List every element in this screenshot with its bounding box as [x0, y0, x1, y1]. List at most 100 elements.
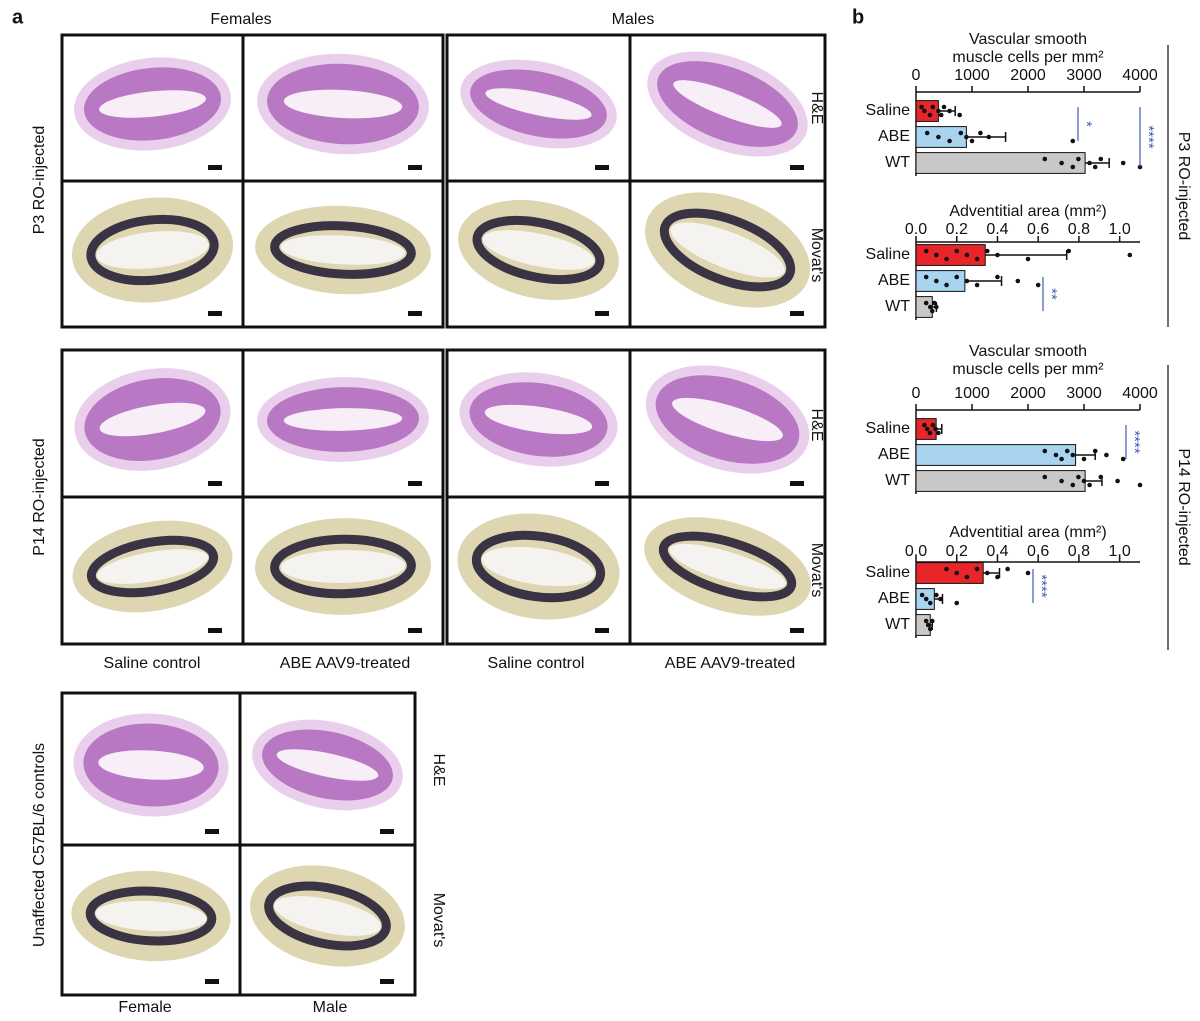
x-tick-label: 0	[912, 67, 921, 84]
data-point	[1098, 474, 1104, 480]
x-tick-label: 1000	[954, 67, 990, 84]
significance-label: **	[1043, 288, 1060, 300]
histology-image	[257, 377, 429, 462]
data-point	[954, 600, 960, 606]
tissue	[270, 534, 416, 599]
x-tick-label: 0.0	[905, 543, 927, 560]
data-point	[1070, 164, 1076, 170]
data-point	[944, 256, 949, 262]
data-point	[958, 130, 964, 136]
data-point	[1081, 478, 1087, 484]
x-tick-label: 1.0	[1109, 543, 1131, 560]
tissue	[270, 221, 416, 279]
data-point	[944, 566, 949, 572]
lumen	[274, 896, 381, 936]
histology-image	[72, 520, 233, 613]
data-point	[1059, 456, 1064, 462]
data-point	[1025, 256, 1031, 262]
bar	[915, 270, 966, 292]
data-point	[1042, 448, 1048, 454]
scale-bar	[208, 311, 222, 316]
stain-label: H&E	[808, 92, 825, 125]
column-label: Male	[313, 999, 348, 1016]
condition-label: Saline control	[488, 655, 585, 672]
data-point	[947, 138, 952, 144]
significance-label: *	[1078, 121, 1095, 127]
lumen	[95, 900, 207, 932]
axis-title: Vascular smooth	[969, 31, 1087, 48]
histology-image	[459, 372, 618, 467]
category-label: Saline	[866, 246, 911, 263]
histology-image	[250, 865, 405, 967]
lumen	[283, 408, 403, 431]
histology-image	[74, 57, 231, 151]
condition-label: ABE AAV9-treated	[665, 655, 795, 672]
tissue	[472, 215, 605, 285]
scale-bar	[380, 829, 394, 834]
data-point	[1120, 160, 1126, 166]
lumen	[276, 749, 379, 781]
bar	[915, 126, 967, 148]
histology-image	[71, 870, 231, 962]
scale-bar	[790, 481, 804, 486]
axis-title: Adventitial area (mm²)	[949, 203, 1106, 220]
scale-bar	[790, 628, 804, 633]
data-point	[1059, 478, 1064, 484]
data-point	[930, 422, 936, 428]
data-point	[927, 626, 933, 632]
scale-bar	[205, 979, 219, 984]
data-point	[964, 134, 969, 140]
stain-label: Movat's	[808, 228, 825, 283]
data-point	[1070, 482, 1076, 488]
x-tick-label: 3000	[1066, 67, 1102, 84]
condition-label: ABE AAV9-treated	[280, 655, 410, 672]
lumen	[280, 235, 406, 265]
data-point	[964, 252, 970, 258]
data-point	[1087, 482, 1092, 488]
histology-image	[71, 197, 234, 303]
data-point	[984, 570, 990, 576]
data-point	[934, 592, 939, 598]
data-point	[978, 130, 983, 136]
data-point	[927, 430, 933, 436]
data-point	[964, 574, 970, 580]
data-point	[969, 138, 975, 144]
lumen	[673, 80, 782, 128]
lumen	[670, 222, 785, 278]
column-header: Males	[612, 11, 655, 28]
data-point	[1127, 252, 1133, 258]
data-point	[934, 252, 939, 258]
data-point	[923, 300, 929, 306]
data-point	[1066, 248, 1072, 254]
category-label: WT	[885, 154, 910, 171]
data-point	[924, 130, 930, 136]
tissue	[471, 530, 606, 603]
lumen	[98, 750, 204, 780]
column-header: Females	[210, 11, 271, 28]
data-point	[923, 248, 929, 254]
lumen	[283, 89, 403, 119]
histology-image	[457, 513, 620, 620]
tissue	[86, 535, 219, 598]
data-point	[1070, 138, 1076, 144]
scale-bar	[408, 481, 422, 486]
stain-label: Movat's	[808, 543, 825, 598]
data-point	[1115, 478, 1120, 484]
data-point	[919, 592, 925, 598]
axis-title: muscle cells per mm²	[952, 49, 1104, 66]
tissue	[85, 886, 217, 946]
data-point	[957, 112, 962, 118]
data-point	[936, 430, 941, 436]
data-point	[1092, 448, 1098, 454]
category-label: Saline	[866, 564, 911, 581]
data-point	[922, 108, 927, 114]
histology-image	[255, 518, 431, 615]
data-point	[933, 426, 938, 432]
data-point	[927, 304, 933, 310]
panel-label: a	[12, 6, 24, 28]
scale-bar	[380, 979, 394, 984]
data-point	[1064, 448, 1070, 454]
significance-label: ****	[1140, 125, 1157, 149]
data-point	[1076, 156, 1081, 162]
